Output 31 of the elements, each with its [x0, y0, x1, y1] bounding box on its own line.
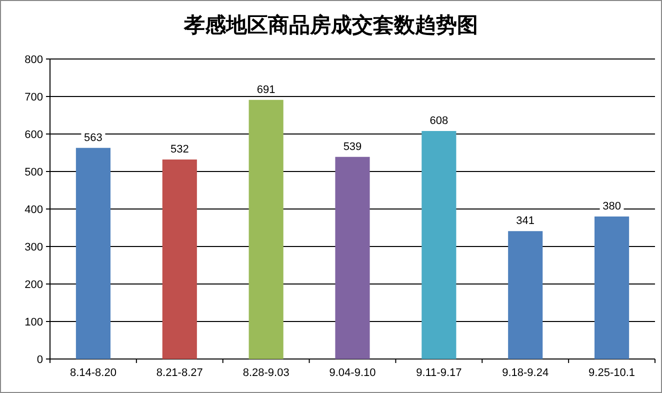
bar [422, 131, 456, 359]
data-label: 532 [170, 144, 189, 156]
y-tick-label: 200 [24, 279, 43, 291]
bar [248, 100, 284, 359]
data-label: 691 [256, 84, 276, 96]
bar [335, 156, 370, 359]
x-tick-label: 9.11-9.17 [416, 367, 462, 379]
x-tick-label: 9.25-10.1 [588, 367, 636, 379]
bar [508, 231, 543, 359]
data-label: 608 [430, 115, 448, 127]
data-label: 563 [84, 132, 102, 144]
data-label: 341 [516, 215, 535, 228]
y-tick-label: 800 [24, 54, 43, 66]
bar [76, 148, 110, 359]
y-tick-label: 500 [24, 166, 43, 178]
x-tick-label: 9.18-9.24 [502, 367, 549, 379]
x-tick-label: 9.04-9.10 [329, 367, 376, 379]
y-tick-label: 700 [24, 92, 43, 104]
y-tick-label: 600 [24, 129, 43, 141]
data-label: 539 [343, 140, 362, 153]
data-label: 380 [602, 200, 621, 212]
bar [162, 160, 197, 359]
y-tick-label: 300 [24, 242, 43, 254]
bar [594, 216, 630, 359]
x-tick-label: 8.28-9.03 [242, 367, 290, 379]
y-tick-label: 0 [36, 354, 43, 366]
y-tick-label: 100 [24, 316, 43, 328]
x-tick-label: 8.21-8.27 [156, 367, 203, 379]
x-tick-label: 8.14-8.20 [70, 367, 116, 379]
y-tick-label: 400 [24, 204, 43, 216]
chart-title: 孝感地区商品房成交套数趋势图 [183, 13, 478, 37]
